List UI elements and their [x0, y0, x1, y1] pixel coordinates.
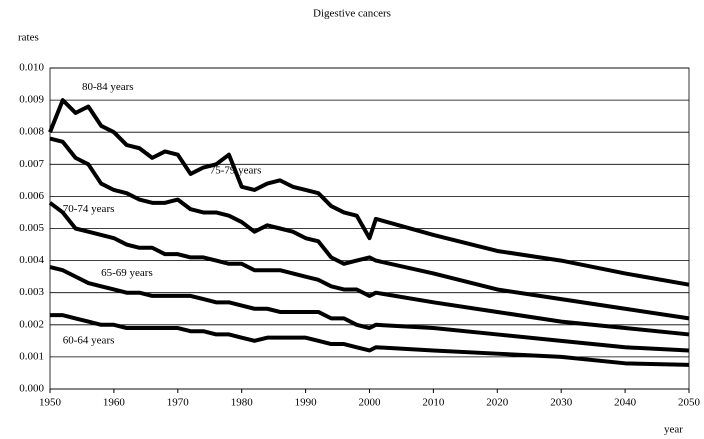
y-tick-label: 0.003: [19, 286, 44, 298]
series-line: [50, 313, 690, 367]
x-tick-label: 1980: [231, 397, 254, 409]
series-label: 80-84 years: [82, 81, 134, 93]
series-line: [49, 265, 690, 353]
x-tick-label: 2020: [486, 397, 509, 409]
y-tick-label: 0.006: [19, 190, 44, 202]
x-tick-label: 2040: [614, 397, 637, 409]
y-tick-label: 0.000: [19, 383, 44, 395]
y-tick-label: 0.004: [19, 254, 44, 266]
y-tick-label: 0.002: [19, 318, 44, 330]
series-line: [48, 98, 690, 287]
series-label: 60-64 years: [63, 334, 115, 346]
x-tick-label: 2030: [550, 397, 573, 409]
x-tick-label: 1990: [295, 397, 318, 409]
series-line: [48, 201, 690, 337]
chart-title: Digestive cancers: [313, 8, 391, 20]
x-tick-label: 1960: [103, 397, 126, 409]
y-tick-label: 0.005: [19, 222, 44, 234]
x-tick-label: 2050: [678, 397, 701, 409]
y-tick-label: 0.010: [19, 62, 44, 74]
x-tick-label: 1970: [167, 397, 190, 409]
series-label: 70-74 years: [63, 203, 115, 215]
y-tick-label: 0.008: [19, 126, 44, 138]
series-label: 65-69 years: [101, 267, 153, 279]
x-tick-label: 2000: [359, 397, 382, 409]
y-tick-label: 0.007: [19, 158, 44, 170]
x-tick-label: 1950: [39, 397, 62, 409]
y-tick-label: 0.001: [19, 350, 44, 362]
x-tick-label: 2010: [422, 397, 445, 409]
y-axis-label: rates: [18, 32, 39, 44]
series-label: 75-79 years: [210, 164, 262, 176]
x-axis-label: year: [664, 424, 683, 436]
plot-frame: [49, 67, 690, 390]
y-tick-label: 0.009: [19, 94, 44, 106]
series-line: [49, 136, 690, 321]
